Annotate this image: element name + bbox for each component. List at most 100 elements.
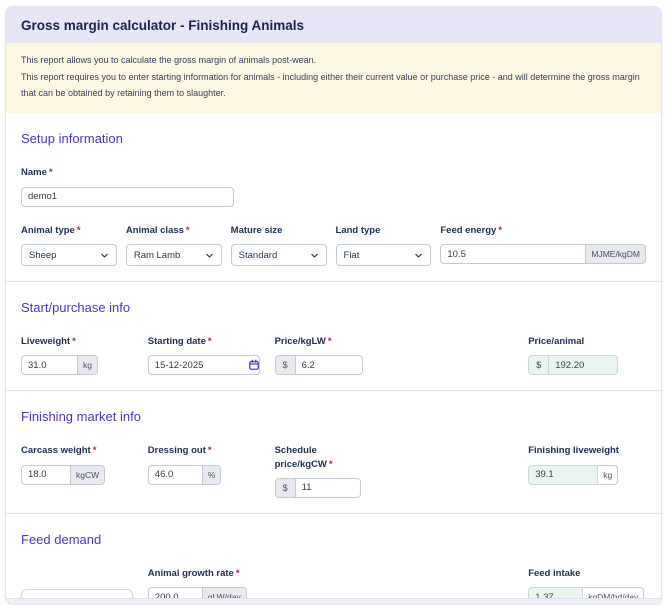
field-schedule-price: Schedule price/kgCW * $ — [274, 444, 393, 498]
info-banner: This report allows you to calculate the … — [6, 43, 661, 113]
label-text: Animal type — [21, 224, 75, 236]
liveweight-input[interactable] — [21, 355, 78, 376]
mature-size-select[interactable]: Standard — [230, 244, 327, 267]
calendar-icon[interactable] — [248, 359, 260, 371]
label-text: Animal class — [125, 224, 184, 236]
chevron-down-icon — [205, 251, 214, 260]
field-price-animal: Price/animal $ — [528, 335, 646, 376]
label-text: Price/animal — [528, 336, 585, 348]
chevron-down-icon — [310, 251, 319, 260]
animal-type-label: Animal type * — [21, 224, 117, 237]
currency-prefix: $ — [274, 477, 295, 498]
section-finishing: Finishing market info Carcass weight* kg… — [6, 391, 661, 514]
feed-energy-input[interactable] — [440, 244, 587, 265]
section-setup: Setup information Name* Animal type* She… — [6, 113, 661, 283]
required-asterisk: * — [92, 445, 97, 457]
animal-class-select[interactable]: Ram Lamb — [125, 244, 222, 267]
chevron-down-icon — [100, 251, 109, 260]
info-line-1: This report allows you to calculate the … — [21, 55, 317, 65]
label-text: Feed intake — [528, 567, 581, 579]
label-text: Carcass weight — [21, 445, 91, 457]
land-type-label: Land type — [336, 224, 432, 237]
section-start: Start/purchase info Liveweight* kg Start… — [6, 282, 661, 392]
label-text: Finishing liveweight — [528, 445, 619, 457]
starting-date-label: Starting date * — [148, 335, 266, 348]
setup-row: Animal type * Sheep Animal class * Ram L — [21, 224, 646, 267]
section-divider — [6, 390, 661, 392]
section-feed: Feed demand Use variable weight gain Ani… — [21, 514, 646, 604]
required-asterisk: * — [498, 224, 503, 236]
price-animal-value — [548, 355, 619, 376]
growth-rate-label: Animal growth rate * — [148, 567, 266, 580]
required-asterisk: * — [327, 336, 332, 348]
label-text: Liveweight — [21, 336, 71, 348]
liveweight-label: Liveweight * — [21, 335, 139, 348]
label-text: Price/kgLW — [274, 336, 326, 348]
section-divider — [6, 281, 661, 283]
select-value: Ram Lamb — [133, 249, 181, 261]
currency-prefix: $ — [528, 355, 549, 376]
field-feed-energy: Feed energy* MJME/kgDM — [440, 224, 646, 265]
dressing-out-input[interactable] — [147, 464, 203, 485]
feed-heading: Feed demand — [21, 531, 102, 547]
price-kglw-input[interactable] — [294, 355, 363, 376]
label-text: Dressing out — [147, 445, 206, 457]
required-asterisk: * — [328, 458, 333, 470]
label-text: Starting date — [147, 336, 206, 348]
start-heading: Start/purchase info — [21, 300, 131, 316]
select-value: Sheep — [29, 249, 57, 261]
field-name: Name * — [21, 166, 646, 207]
mature-size-label: Mature size — [231, 224, 327, 237]
start-row: Liveweight* kg Starting date* — [21, 335, 646, 376]
name-label: Name * — [21, 166, 646, 179]
carcass-weight-unit: kgCW — [71, 464, 106, 485]
feed-energy-unit: MJME/kgDM — [586, 244, 646, 265]
field-animal-type: Animal type * Sheep — [21, 224, 117, 267]
animal-type-select[interactable]: Sheep — [21, 244, 117, 267]
carcass-weight-label: Carcass weight * — [21, 444, 139, 457]
field-land-type: Land type Flat — [335, 224, 432, 267]
required-asterisk: * — [235, 567, 240, 579]
section-divider — [6, 512, 661, 514]
required-asterisk: * — [76, 224, 81, 236]
field-price-kglw: Price/kgLW * $ — [274, 335, 393, 376]
currency-prefix: $ — [274, 355, 295, 376]
chevron-down-icon — [414, 251, 423, 260]
page-title: Gross margin calculator - Finishing Anim… — [6, 7, 661, 43]
field-liveweight: Liveweight* kg — [21, 335, 139, 376]
feed-energy-label: Feed energy * — [440, 224, 646, 237]
setup-heading: Setup information — [21, 130, 123, 146]
dressing-out-label: Dressing out * — [148, 444, 266, 457]
label-text: Animal growth rate — [147, 567, 234, 579]
schedule-price-input[interactable] — [294, 477, 361, 498]
finishing-liveweight-label: Finishing liveweight — [528, 444, 646, 457]
select-value: Standard — [238, 249, 278, 261]
land-type-select[interactable]: Flat — [335, 244, 432, 267]
finishing-row: Carcass weight* kgCW Dressing out* % — [21, 444, 646, 498]
next-section-edge — [6, 598, 661, 604]
starting-date-input[interactable] — [147, 355, 260, 376]
liveweight-unit: kg — [78, 355, 98, 376]
carcass-weight-input[interactable] — [21, 464, 71, 485]
required-asterisk: * — [185, 224, 190, 236]
feed-intake-label: Feed intake — [528, 567, 646, 580]
field-carcass-weight: Carcass weight* kgCW — [21, 444, 139, 485]
finishing-liveweight-value — [528, 464, 599, 485]
select-value: Flat — [343, 249, 360, 261]
calculator-card: Gross margin calculator - Finishing Anim… — [5, 6, 662, 605]
field-finishing-liveweight: Finishing liveweight kg — [528, 444, 646, 485]
price-kglw-label: Price/kgLW * — [275, 335, 393, 348]
required-asterisk: * — [48, 166, 53, 178]
finishing-heading: Finishing market info — [21, 409, 141, 425]
name-input[interactable] — [21, 186, 234, 207]
label-text: Land type — [335, 224, 381, 236]
required-asterisk: * — [72, 336, 76, 348]
price-animal-label: Price/animal — [528, 335, 646, 348]
dressing-out-unit: % — [202, 464, 222, 485]
required-asterisk: * — [207, 336, 212, 348]
finishing-liveweight-unit: kg — [598, 464, 619, 485]
form-body: Setup information Name* Animal type* She… — [6, 113, 661, 604]
label-text: Mature size — [230, 224, 283, 236]
label-text: Feed energy — [440, 224, 497, 236]
required-asterisk: * — [207, 445, 212, 457]
